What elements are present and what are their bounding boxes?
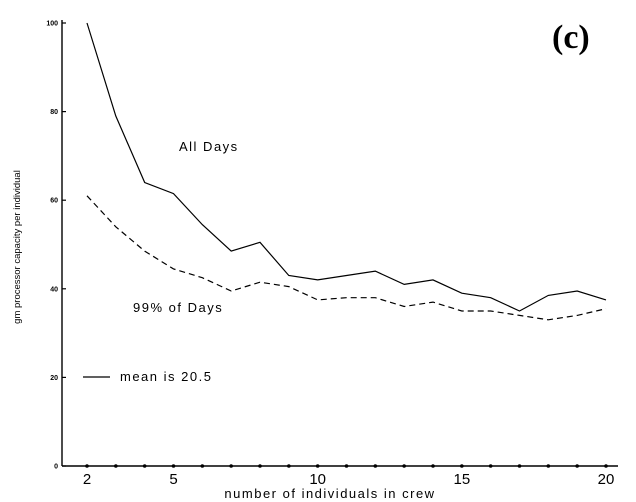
y-axis-title: gm processor capacity per individual — [12, 170, 23, 324]
y-tick-label-60: 60 — [50, 198, 58, 205]
series-label-99-percent: 99% of Days — [133, 300, 223, 315]
x-tick-label-5: 5 — [169, 471, 177, 488]
x-tick-label-2: 2 — [83, 471, 91, 488]
y-tick-label-80: 80 — [50, 109, 58, 116]
series-label-all-days: All Days — [179, 139, 239, 154]
y-tick-label-40: 40 — [50, 286, 58, 293]
x-tick-label-15: 15 — [453, 471, 470, 488]
mean-annotation: mean is 20.5 — [120, 369, 212, 384]
series-layer — [86, 22, 607, 321]
x-axis-title: number of individuals in crew — [224, 486, 435, 501]
series-line-0 — [86, 22, 607, 312]
series-line-1 — [86, 195, 607, 321]
y-tick-label-100: 100 — [46, 21, 58, 28]
y-tick-label-20: 20 — [50, 375, 58, 382]
panel-label: (c) — [552, 19, 590, 56]
x-tick-label-10: 10 — [309, 471, 326, 488]
y-tick-label-0: 0 — [54, 464, 58, 471]
x-axis-ticks: 2 5 10 15 20 — [83, 464, 615, 488]
y-axis-ticks: 0 20 40 60 80 100 — [46, 21, 66, 471]
x-tick-label-20: 20 — [598, 471, 615, 488]
